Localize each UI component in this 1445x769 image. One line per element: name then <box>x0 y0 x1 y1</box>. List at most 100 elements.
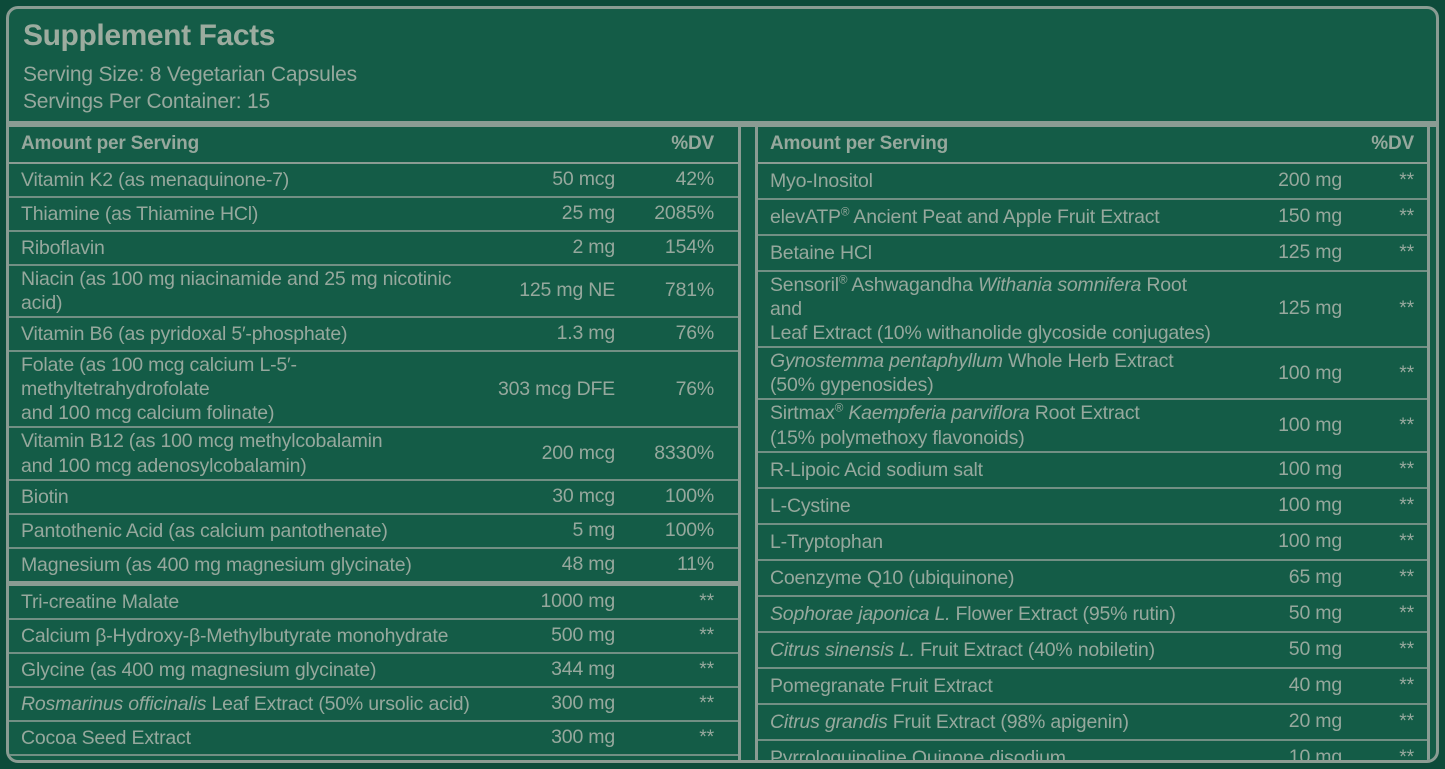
page-title: Supplement Facts <box>23 19 275 52</box>
ingredient-name: Citrus sinensis L. Fruit Extract (40% no… <box>758 638 1222 662</box>
ingredient-name-segment: Cinnulin PF <box>21 761 120 763</box>
ingredient-amount: 100 mg <box>1278 458 1342 481</box>
ingredient-name: Sirtmax® Kaempferia parviflora Root Extr… <box>758 401 1222 449</box>
servings-per-container-text: Servings Per Container: 15 <box>23 90 270 114</box>
ingredient-name-segment: Cinnamomum burmannii <box>133 761 341 763</box>
label-header: Supplement Facts Serving Size: 8 Vegetar… <box>9 9 1436 116</box>
ingredient-name-segment: Rosmarinus officinalis <box>21 692 207 715</box>
ingredient-amount: 344 mg <box>551 658 615 681</box>
ingredient-name-segment: Vitamin B6 (as pyridoxal 5′-phosphate) <box>21 322 348 345</box>
table-row: Vitamin K2 (as menaquinone-7) 50 mcg 42% <box>9 164 738 198</box>
header-divider-bar <box>9 120 1436 127</box>
ingredient-name-segment: (50% gypenosides) <box>770 374 934 397</box>
table-row: Calcium β-Hydroxy-β-Methylbutyrate monoh… <box>9 620 738 654</box>
ingredient-amount: 30 mcg <box>552 485 615 508</box>
ingredient-dv: ** <box>1399 674 1414 697</box>
table-row: Biotin 30 mcg 100% <box>9 481 738 515</box>
ingredient-dv: 76% <box>675 322 715 345</box>
ingredient-dv: ** <box>1399 414 1414 437</box>
table-row: Sophorae japonica L. Flower Extract (95%… <box>758 597 1427 633</box>
ingredient-amount: 40 mg <box>1288 674 1342 697</box>
ingredient-amount: 25 mg <box>561 202 615 225</box>
ingredient-dv: ** <box>1399 361 1414 384</box>
ingredient-amount: 100 mg <box>1278 361 1342 384</box>
ingredient-name-segment: Ashwagandha <box>847 273 979 296</box>
ingredient-name-segment: Leaf Extract (50% ursolic acid) <box>206 692 470 715</box>
ingredient-amount: 250 mg <box>485 760 615 763</box>
supplement-facts-panel: Supplement Facts Serving Size: 8 Vegetar… <box>6 6 1439 763</box>
table-row: Magnesium (as 400 mg magnesium glycinate… <box>9 549 738 586</box>
ingredient-dv: 42% <box>675 168 715 191</box>
amount-per-serving-header: Amount per Serving <box>770 133 948 155</box>
table-row: Gynostemma pentaphyllum Whole Herb Extra… <box>758 348 1427 401</box>
ingredient-name: Tri-creatine Malate <box>9 590 485 614</box>
table-rows: Myo-Inositol 200 mg ** elevATP® Ancient Pea… <box>758 164 1427 760</box>
table-row: Betaine HCl 125 mg ** <box>758 236 1427 272</box>
ingredient-name: Niacin (as 100 mg niacinamide and 25 mg … <box>9 267 485 315</box>
ingredient-dv: 154% <box>664 236 714 259</box>
ingredient-dv: ** <box>1399 566 1414 589</box>
supplement-table-right: Amount per Serving %DV Myo-Inositol 200 m… <box>755 126 1430 760</box>
ingredient-name: Betaine HCl <box>758 241 1222 265</box>
ingredient-name-segment: ® <box>120 760 128 763</box>
ingredient-name-segment: and 100 mcg calcium folinate) <box>21 402 275 425</box>
ingredient-amount: 150 mg <box>1278 205 1342 228</box>
ingredient-amount: 125 mg NE <box>519 279 615 302</box>
table-row: L-Tryptophan 100 mg ** <box>758 525 1427 561</box>
ingredient-name: Vitamin B12 (as 100 mcg methylcobalamin a… <box>9 429 485 477</box>
dv-header: %DV <box>1371 133 1414 155</box>
ingredient-amount: 100 mg <box>1278 530 1342 553</box>
ingredient-name-segment: Calcium β-Hydroxy-β-Methylbutyrate monoh… <box>21 624 449 647</box>
ingredient-name-segment: Niacin (as 100 mg niacinamide and 25 mg … <box>21 267 452 314</box>
ingredient-name-segment: Folate (as 100 mcg calcium L-5′-methylte… <box>21 353 297 401</box>
table-row: Myo-Inositol 200 mg ** <box>758 164 1427 200</box>
ingredient-name: Riboflavin <box>9 236 485 260</box>
ingredient-name: Myo-Inositol <box>758 169 1222 193</box>
ingredient-dv: 8330% <box>654 442 714 465</box>
ingredient-dv: 781% <box>664 279 714 302</box>
ingredient-name-segment: elevATP <box>770 205 841 228</box>
ingredient-name-segment: Pomegranate Fruit Extract <box>770 674 993 697</box>
ingredient-name-segment: Kaempferia parviflora <box>848 402 1030 425</box>
ingredient-dv: ** <box>699 658 714 681</box>
table-row: Citrus grandis Fruit Extract (98% apigen… <box>758 705 1427 741</box>
ingredient-dv: ** <box>699 692 714 715</box>
ingredient-name-segment: Withania somnifera <box>978 273 1142 296</box>
table-row: Riboflavin 2 mg 154% <box>9 232 738 266</box>
ingredient-name: R-Lipoic Acid sodium salt <box>758 458 1222 482</box>
ingredient-name-segment: ® <box>840 205 850 218</box>
ingredient-name: Thiamine (as Thiamine HCl) <box>9 202 485 226</box>
ingredient-dv: 2085% <box>654 202 714 225</box>
ingredient-name-segment: Tri-creatine Malate <box>21 590 180 613</box>
ingredient-name-segment: Leaf Extract (10% withanolide glycoside … <box>770 321 1211 344</box>
ingredient-name: Biotin <box>9 485 485 509</box>
ingredient-dv: ** <box>699 590 714 613</box>
ingredient-name-segment: Fruit Extract (40% nobiletin) <box>914 638 1155 661</box>
ingredient-name: L-Tryptophan <box>758 530 1222 554</box>
ingredient-amount: 20 mg <box>1288 710 1342 733</box>
ingredient-amount: 1000 mg <box>540 590 616 613</box>
ingredient-name-segment: Biotin <box>21 485 69 508</box>
ingredient-dv: 11% <box>677 553 714 576</box>
amount-per-serving-header: Amount per Serving <box>21 133 199 155</box>
ingredient-name-segment: Bark Extract <box>342 761 451 763</box>
table-row: Vitamin B12 (as 100 mcg methylcobalamin a… <box>9 428 738 481</box>
ingredient-name: Calcium β-Hydroxy-β-Methylbutyrate monoh… <box>9 624 485 648</box>
ingredient-amount: 1.3 mg <box>556 322 616 345</box>
ingredient-name: elevATP® Ancient Peat and Apple Fruit Ex… <box>758 205 1222 229</box>
table-row: Citrus sinensis L. Fruit Extract (40% no… <box>758 633 1427 669</box>
ingredient-name-segment: ® <box>838 273 848 287</box>
ingredient-name-segment: Flower Extract (95% rutin) <box>950 602 1176 625</box>
ingredient-name-segment: Glycine (as 400 mg magnesium glycinate) <box>21 658 377 681</box>
table-row: Pyrroloquinoline Quinone disodium 10 mg ** <box>758 741 1427 760</box>
ingredient-name: Gynostemma pentaphyllum Whole Herb Extra… <box>758 349 1222 397</box>
table-row: Coenzyme Q10 (ubiquinone) 65 mg ** <box>758 561 1427 597</box>
table-row: Tri-creatine Malate 1000 mg ** <box>9 586 738 620</box>
table-row: Sirtmax® Kaempferia parviflora Root Extr… <box>758 400 1427 453</box>
table-row: Niacin (as 100 mg niacinamide and 25 mg … <box>9 266 738 318</box>
ingredient-name-segment: Fruit Extract (98% apigenin) <box>887 710 1129 733</box>
ingredient-dv: ** <box>1399 458 1414 481</box>
table-row: elevATP® Ancient Peat and Apple Fruit Ex… <box>758 200 1427 236</box>
ingredient-name: Rosmarinus officinalis Leaf Extract (50%… <box>9 692 485 716</box>
table-row: Folate (as 100 mcg calcium L-5′-methylte… <box>9 352 738 429</box>
